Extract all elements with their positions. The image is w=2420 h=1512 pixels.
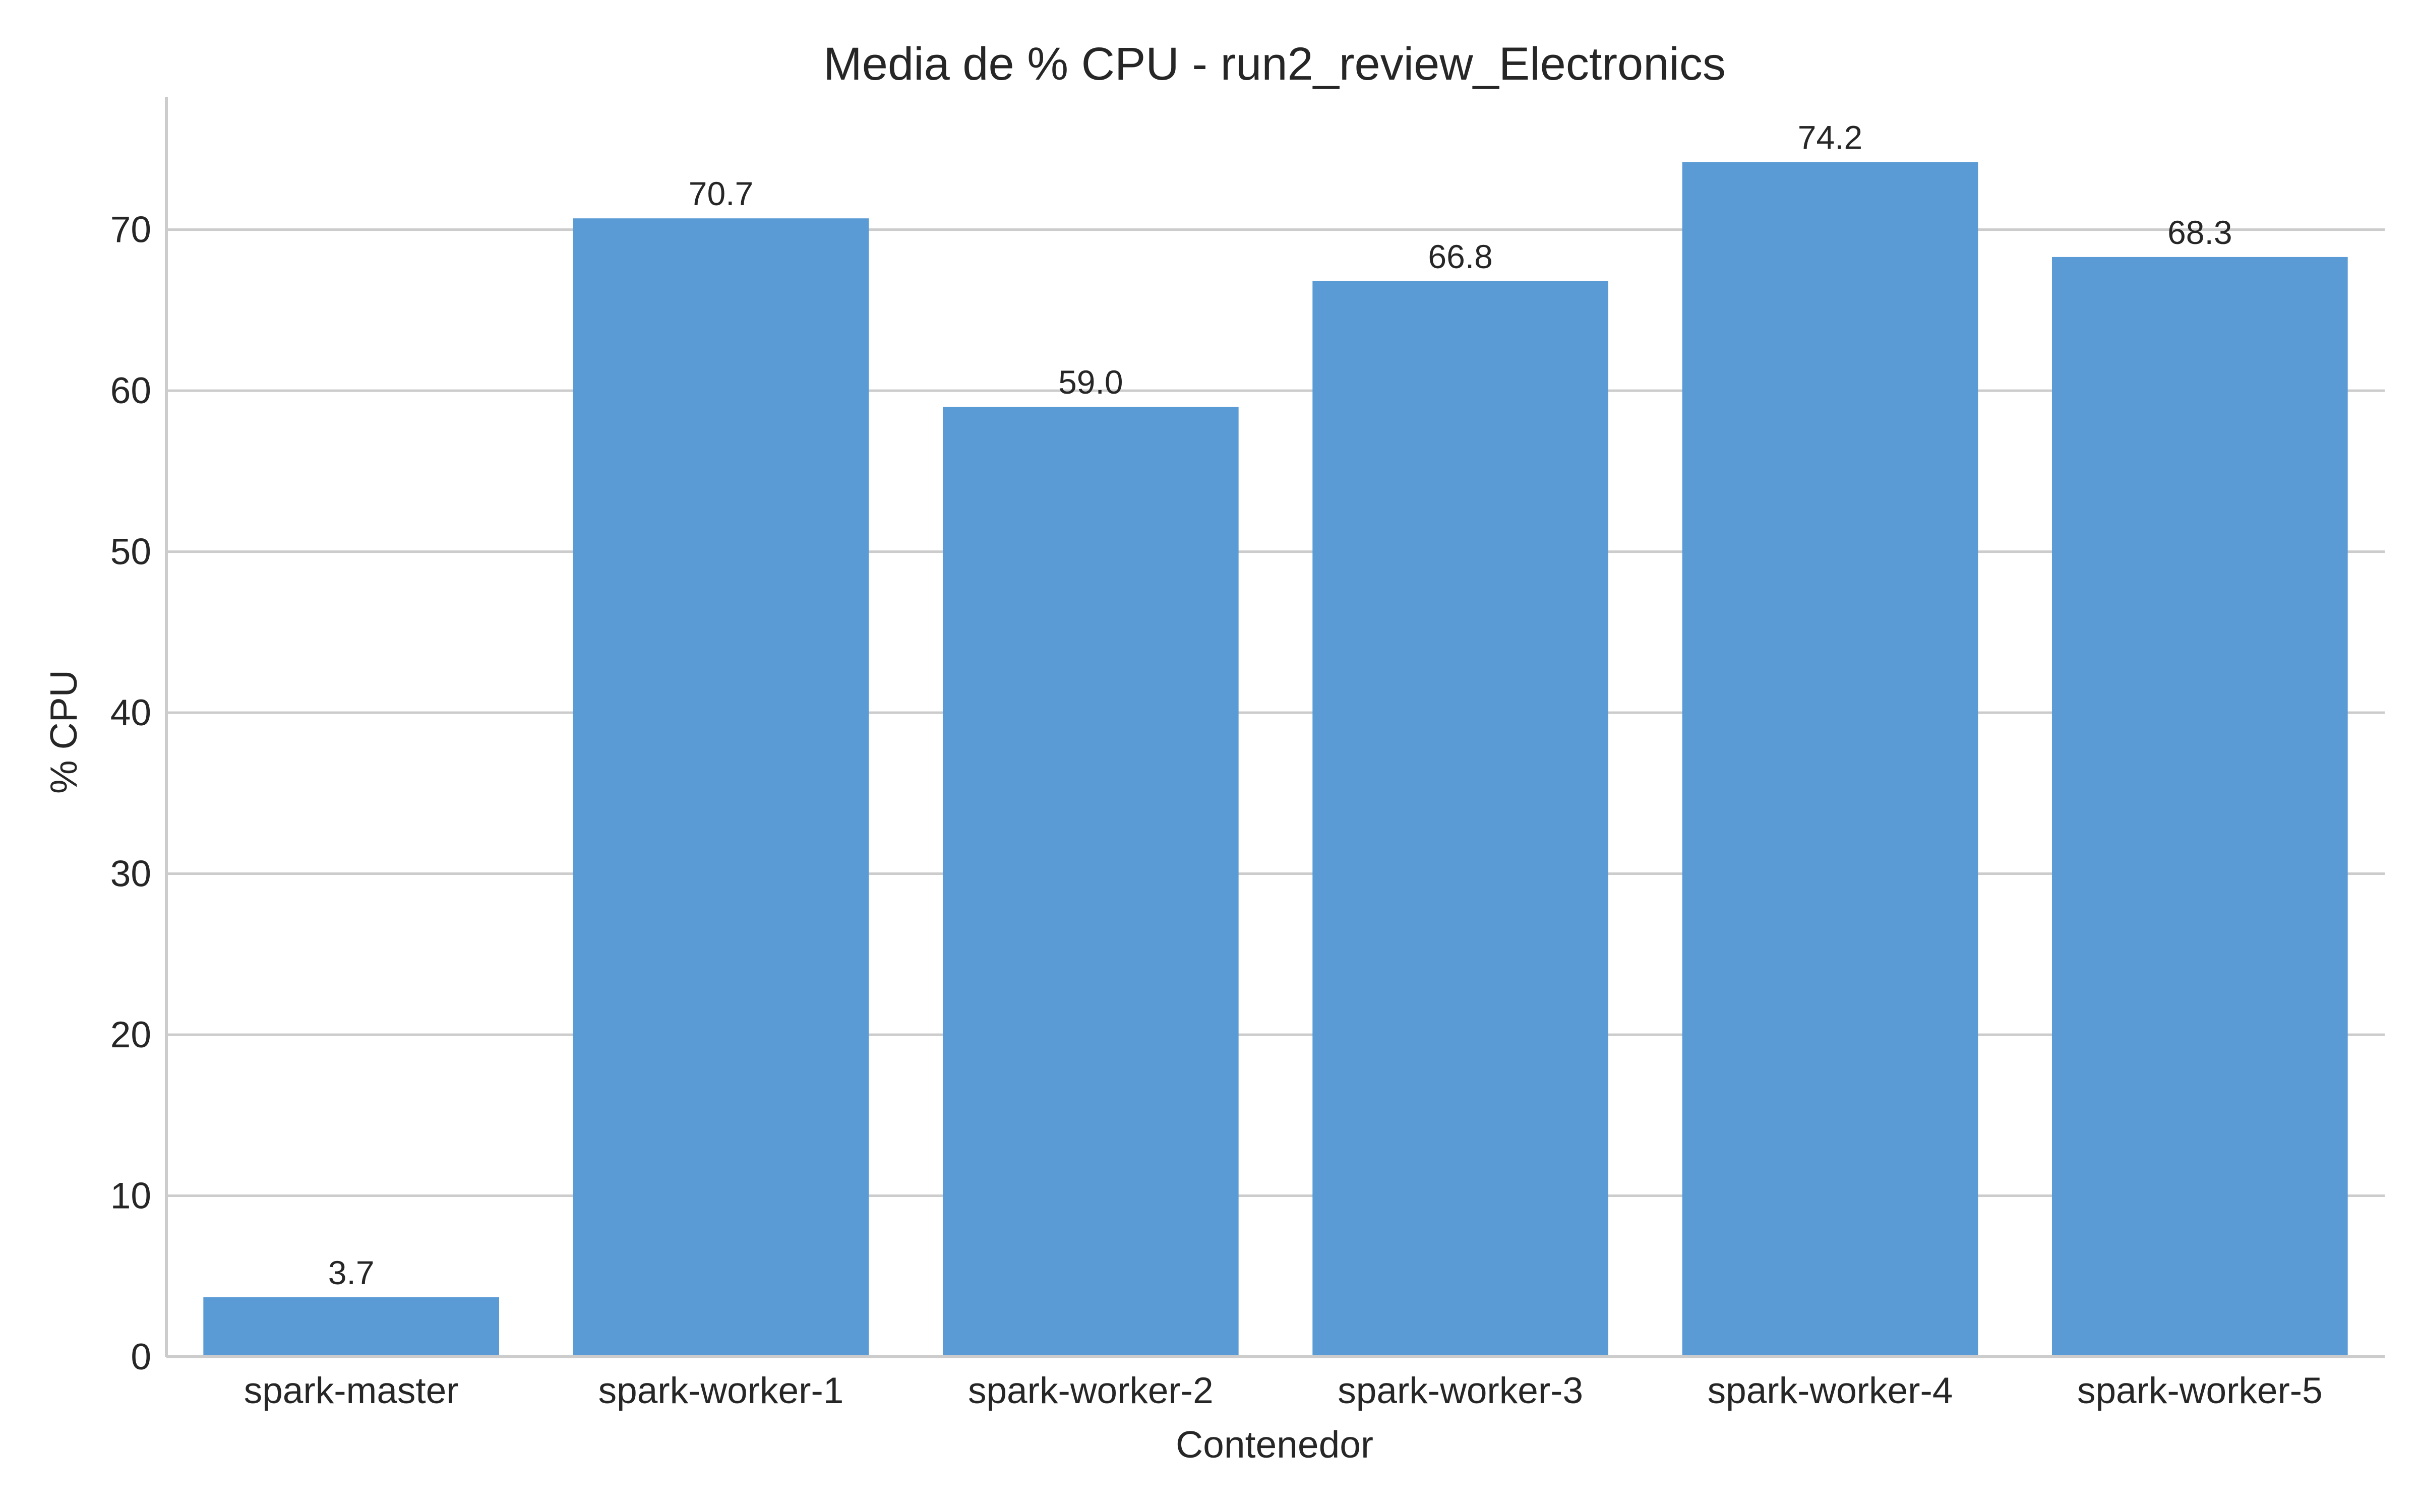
y-tick-label: 60 — [110, 370, 151, 411]
x-tick-label: spark-worker-1 — [598, 1370, 844, 1411]
x-axis-title: Contenedor — [1176, 1423, 1373, 1466]
x-tick-label: spark-master — [244, 1370, 459, 1411]
x-tick-label: spark-worker-3 — [1338, 1370, 1583, 1411]
data-label: 74.2 — [1798, 118, 1862, 156]
data-label: 59.0 — [1058, 363, 1123, 401]
data-label: 66.8 — [1428, 238, 1492, 275]
y-axis-title: % CPU — [42, 670, 85, 794]
y-tick-label: 40 — [110, 692, 151, 733]
y-tick-label: 20 — [110, 1015, 151, 1055]
y-tick-label: 10 — [110, 1176, 151, 1217]
bar-spark-worker-3 — [1312, 281, 1608, 1357]
y-tick-label: 50 — [110, 532, 151, 573]
data-label: 3.7 — [328, 1254, 375, 1291]
bar-spark-worker-1 — [573, 218, 869, 1357]
bar-spark-worker-4 — [1682, 162, 1978, 1357]
bar-spark-master — [203, 1297, 499, 1357]
x-tick-label: spark-worker-2 — [968, 1370, 1214, 1411]
data-label: 70.7 — [689, 175, 753, 212]
y-tick-labels: 0 10 20 30 40 50 60 70 — [110, 210, 151, 1377]
bar-spark-worker-2 — [943, 407, 1239, 1357]
y-tick-label: 70 — [110, 210, 151, 250]
grid-lines — [166, 228, 2385, 1198]
bar-spark-worker-5 — [2052, 257, 2348, 1357]
data-labels: 3.7 70.7 59.0 66.8 74.2 68.3 — [328, 118, 2232, 1291]
x-tick-label: spark-worker-4 — [1708, 1370, 1953, 1411]
data-label: 68.3 — [2167, 214, 2232, 251]
y-tick-label: 30 — [110, 854, 151, 895]
x-tick-labels: spark-master spark-worker-1 spark-worker-2… — [244, 1370, 2323, 1411]
y-tick-label: 0 — [131, 1337, 151, 1377]
bars — [203, 162, 2348, 1357]
x-tick-label: spark-worker-5 — [2077, 1370, 2323, 1411]
chart-title: Media de % CPU - run2_review_Electronics — [823, 38, 1726, 90]
